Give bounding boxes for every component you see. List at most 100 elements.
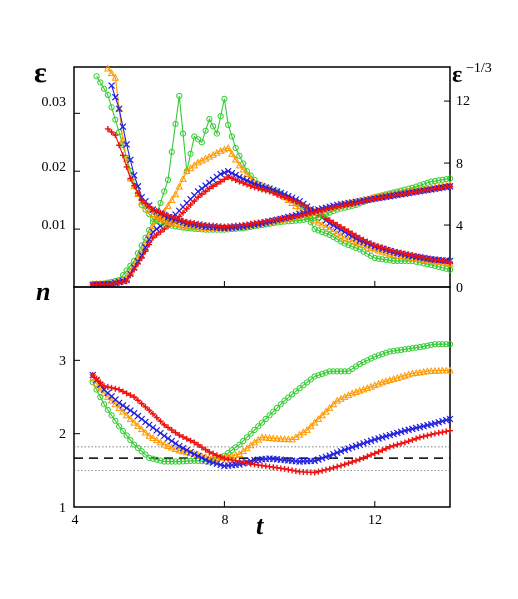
top-data-point (349, 230, 356, 237)
top-data-point (103, 64, 112, 72)
bottom-data-point (108, 412, 115, 419)
bottom-data-point (364, 357, 371, 364)
right-tick-label: 4 (456, 219, 463, 234)
bottom-data-point (435, 418, 443, 426)
bottom-series-0 (89, 341, 454, 465)
bottom-data-point (183, 446, 191, 454)
bottom-data-point (341, 446, 349, 454)
top-data-point (187, 201, 194, 208)
bottom-data-point (349, 458, 356, 465)
bottom-data-point (153, 414, 160, 421)
top-data-point (386, 257, 393, 264)
bottom-data-point (119, 388, 126, 395)
bottom-data-point (424, 342, 431, 349)
top-data-point (424, 255, 431, 262)
bottom-data-point (89, 372, 96, 378)
bottom-data-point (431, 419, 439, 427)
top-data-point (131, 182, 138, 189)
bottom-data-point (401, 439, 408, 446)
bottom-data-point (277, 401, 284, 408)
top-data-point (345, 241, 352, 249)
bottom-data-point (141, 428, 150, 436)
bottom-data-point (378, 433, 386, 441)
top-data-point (198, 139, 205, 146)
bottom-data-point (258, 419, 266, 426)
bottom-data-point (251, 426, 258, 434)
top-data-point (243, 170, 251, 178)
top-data-point (194, 136, 202, 143)
top-data-point (224, 144, 233, 151)
bottom-data-point (183, 458, 190, 465)
x-tick-label: 12 (368, 513, 382, 528)
bottom-data-point (334, 463, 341, 470)
bottom-data-point (138, 400, 145, 407)
bottom-data-point (318, 454, 326, 462)
bottom-data-point (172, 429, 179, 436)
top-data-point (270, 189, 277, 196)
top-data-point (149, 234, 156, 241)
top-data-point (319, 207, 326, 214)
bottom-data-point (285, 394, 292, 401)
bottom-data-point (198, 444, 205, 451)
top-data-point (255, 185, 262, 192)
top-data-point (232, 171, 240, 179)
bottom-data-point (126, 407, 134, 414)
bottom-data-point (168, 458, 175, 465)
top-data-point (266, 188, 273, 195)
bottom-data-point (126, 414, 135, 422)
top-data-point (281, 194, 288, 201)
top-data-point (315, 214, 322, 221)
top-data-point (119, 123, 127, 131)
bottom-data-point (221, 455, 228, 462)
bottom-data-point (164, 435, 172, 442)
bottom-data-point (127, 436, 134, 444)
top-data-point (228, 175, 235, 182)
bottom-data-point (431, 341, 439, 348)
top-data-point (398, 249, 405, 256)
top-data-point (213, 180, 220, 187)
top-data-point (322, 206, 329, 213)
top-data-point (153, 231, 160, 238)
bottom-data-point (273, 404, 281, 412)
bottom-data-point (168, 437, 176, 445)
top-data-point (300, 211, 307, 218)
bottom-data-point (122, 411, 131, 419)
bottom-data-point (435, 341, 442, 348)
top-data-point (228, 133, 236, 140)
bottom-data-point (352, 442, 360, 450)
top-data-point (217, 178, 224, 185)
bottom-series-line (92, 343, 450, 463)
top-data-point (304, 204, 311, 211)
top-data-point (172, 215, 179, 222)
top-data-point (447, 183, 453, 190)
top-data-point (112, 116, 119, 123)
top-data-point (383, 245, 390, 252)
bottom-data-point (107, 396, 116, 404)
top-data-point (420, 260, 427, 267)
bottom-data-point (195, 441, 202, 448)
bottom-data-point (240, 459, 247, 466)
bottom-data-point (314, 456, 322, 463)
bottom-data-point (334, 368, 341, 375)
bottom-data-point (123, 404, 131, 412)
top-data-point (134, 190, 142, 197)
top-data-point (334, 221, 341, 228)
top-data-point (228, 169, 236, 177)
bottom-data-point (157, 429, 164, 437)
bottom-data-point (360, 454, 367, 461)
top-data-point (375, 243, 382, 250)
top-data-point (420, 254, 427, 261)
top-data-point (112, 280, 119, 287)
bottom-data-point (390, 442, 397, 449)
top-data-point (183, 205, 190, 212)
top-data-point (116, 279, 123, 286)
top-data-point (134, 190, 141, 197)
top-data-point (191, 133, 198, 140)
bottom-data-point (157, 418, 164, 425)
bottom-data-point (232, 457, 239, 464)
bottom-data-point (307, 376, 314, 383)
top-panel: ε ε −1/3 0.01 0.02 0.03 0 4 8 12 (34, 56, 492, 296)
bottom-data-point (428, 341, 435, 349)
bottom-data-point (390, 347, 397, 355)
bottom-data-point (428, 431, 435, 438)
